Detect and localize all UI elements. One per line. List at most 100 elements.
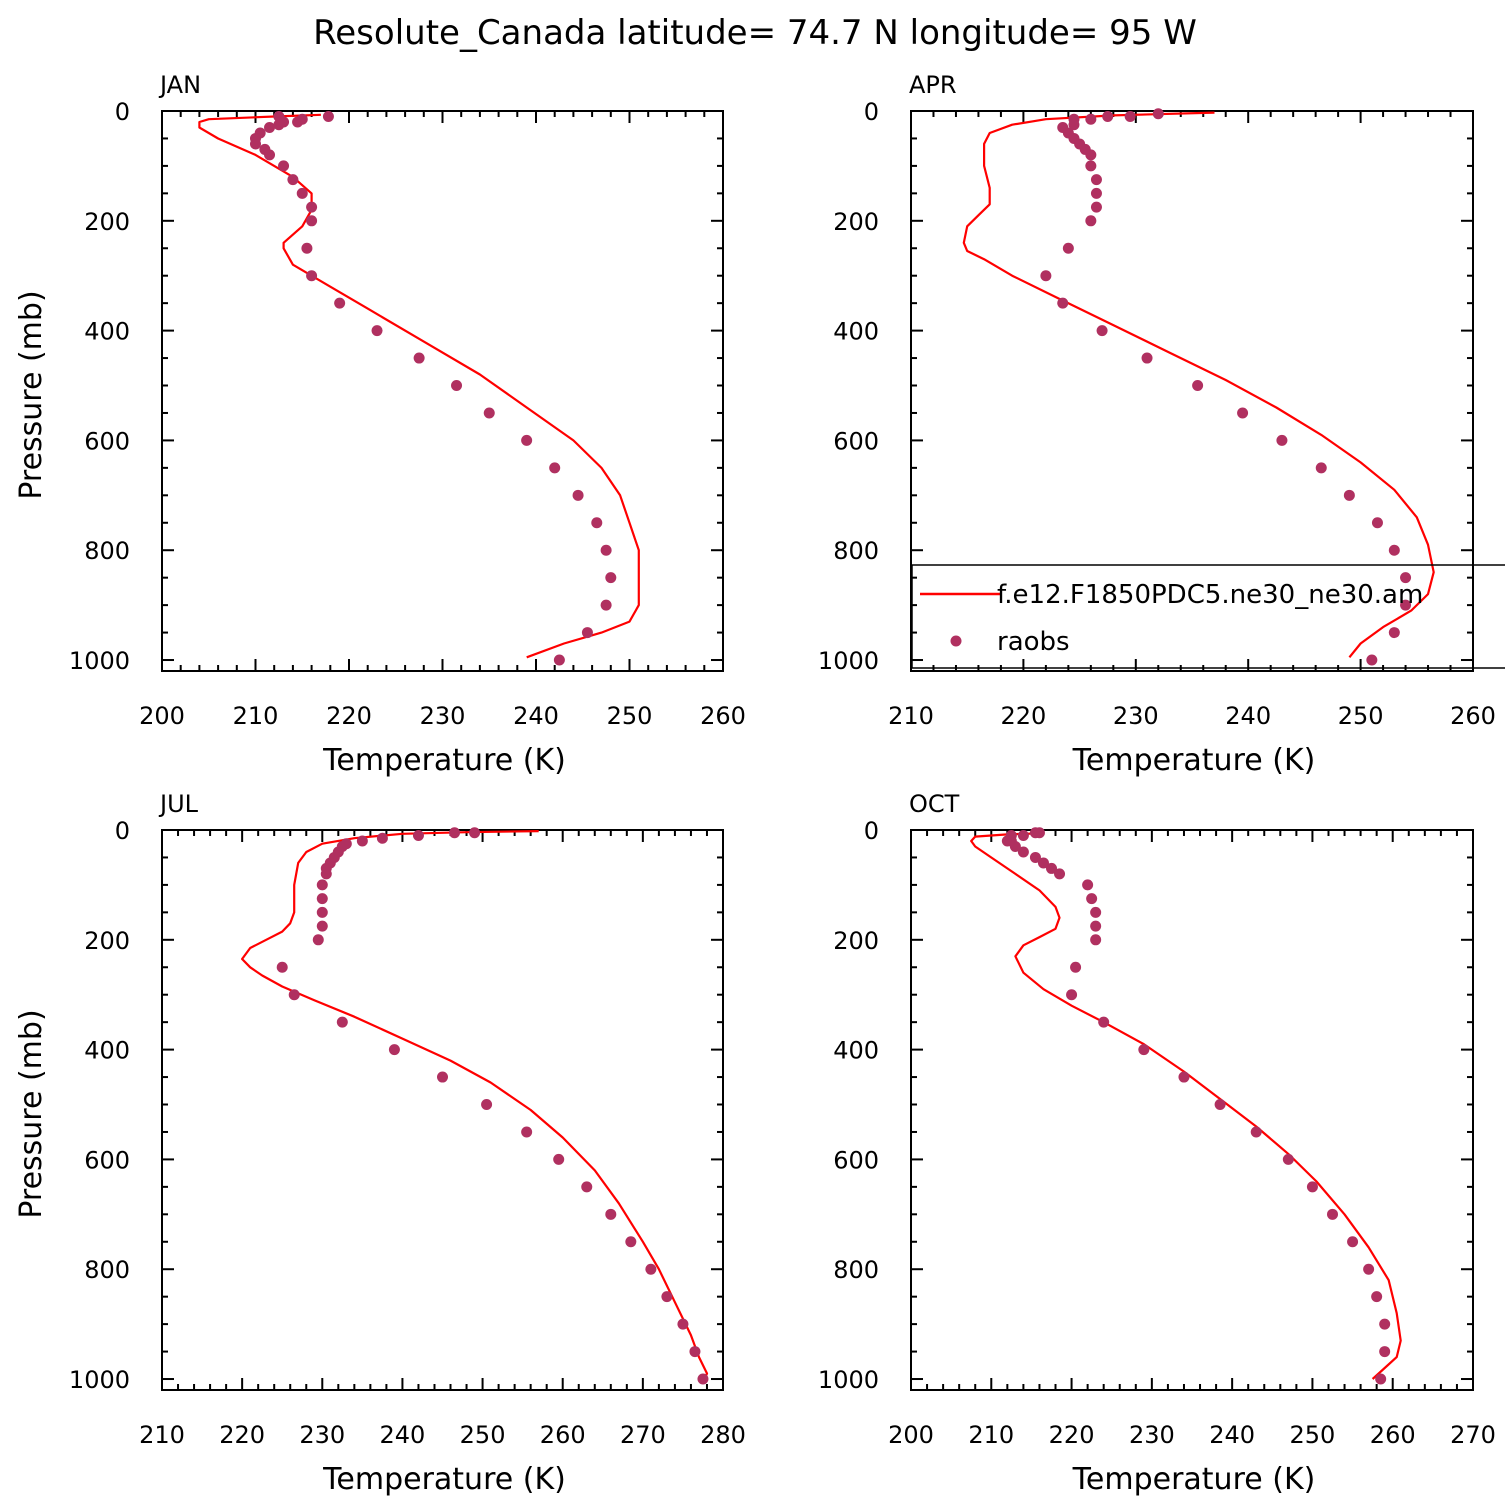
raobs-point [1029, 827, 1041, 839]
x-tick-label: 240 [1225, 702, 1271, 730]
raobs-point [1062, 242, 1074, 254]
raobs-point [1347, 1236, 1359, 1248]
raobs-point [1306, 1181, 1318, 1193]
raobs-point [1090, 187, 1102, 199]
panel-label: JUL [158, 790, 199, 818]
raobs-point [316, 893, 328, 905]
raobs-point [264, 149, 276, 161]
raobs-point [316, 906, 328, 918]
raobs-point [451, 380, 463, 392]
raobs-point [1066, 989, 1078, 1001]
y-tick-label: 200 [833, 927, 879, 955]
raobs-point [437, 1071, 448, 1083]
raobs-point [1090, 934, 1102, 946]
x-tick-label: 230 [1129, 1421, 1175, 1449]
raobs-point [553, 1153, 565, 1165]
raobs-point [264, 121, 276, 133]
y-tick-label: 400 [833, 318, 879, 346]
raobs-point [1057, 297, 1069, 309]
y-tick-label: 0 [864, 817, 879, 845]
panel-jan: 200 210 220 230 240 250 260 0 200 400 600 800 1000 JA… [14, 71, 746, 778]
raobs-point [1086, 893, 1098, 905]
raobs-point [1315, 462, 1327, 474]
raobs-point [1090, 201, 1102, 213]
raobs-point [1102, 110, 1114, 122]
y-tick-label: 0 [864, 98, 879, 126]
raobs-point [1141, 352, 1153, 364]
x-tick-label: 250 [1338, 702, 1384, 730]
model-profile-line [970, 832, 1402, 1380]
panel-label: OCT [909, 790, 960, 818]
x-tick-label: 220 [1000, 702, 1046, 730]
y-tick-label: 200 [833, 208, 879, 236]
raobs-point [1400, 572, 1412, 584]
raobs-point [1214, 1099, 1226, 1111]
figure-title: Resolute_Canada latitude= 74.7 N longitu… [313, 13, 1197, 53]
legend-obs-swatch [950, 635, 962, 647]
raobs-point [605, 572, 617, 584]
y-tick-label: 800 [84, 537, 130, 565]
raobs-point [1237, 407, 1249, 419]
x-tick-label: 260 [1450, 702, 1496, 730]
y-axis-title: Pressure (mb) [14, 1009, 49, 1218]
y-tick-label: 400 [833, 1037, 879, 1065]
panel-label: JAN [158, 71, 201, 99]
raobs-point [1029, 851, 1041, 863]
raobs-point [572, 489, 584, 501]
x-tick-label: 260 [540, 1421, 586, 1449]
raobs-point [1054, 868, 1066, 880]
x-tick-label: 240 [380, 1421, 426, 1449]
raobs-point [356, 835, 368, 847]
raobs-point [273, 110, 285, 122]
raobs-point [1001, 835, 1013, 847]
raobs-point [1276, 434, 1288, 446]
y-tick-label: 200 [84, 208, 130, 236]
x-tick-label: 210 [968, 1421, 1014, 1449]
raobs-point [371, 325, 383, 337]
raobs-point [388, 1044, 400, 1056]
x-tick-label: 250 [460, 1421, 506, 1449]
raobs-point [697, 1373, 709, 1385]
x-tick-label: 220 [326, 702, 372, 730]
raobs-point [1124, 110, 1136, 122]
x-tick-label: 200 [139, 702, 185, 730]
y-tick-label: 800 [833, 1256, 879, 1284]
raobs-point [301, 242, 313, 254]
panel-label: APR [909, 71, 957, 99]
raobs-point [549, 462, 561, 474]
model-profile-line [198, 113, 640, 659]
y-tick-label: 600 [833, 427, 879, 455]
raobs-point [1085, 149, 1097, 161]
x-axis-title: Temperature (K) [1072, 1462, 1316, 1497]
x-tick-label: 250 [607, 702, 653, 730]
y-tick-label: 1000 [69, 647, 130, 675]
raobs-point [1366, 654, 1378, 666]
y-tick-label: 600 [84, 1146, 130, 1174]
raobs-point [1090, 920, 1102, 932]
y-tick-label: 800 [833, 537, 879, 565]
raobs-point [1090, 906, 1102, 918]
y-tick-label: 600 [833, 1146, 879, 1174]
raobs-point [320, 868, 332, 880]
x-tick-label: 240 [513, 702, 559, 730]
panel-apr: 210 220 230 240 250 260 0 200 400 600 800 1000 APR Te… [818, 71, 1496, 778]
raobs-point [605, 1208, 617, 1220]
raobs-point [292, 116, 304, 128]
raobs-point [334, 297, 346, 309]
raobs-point [521, 434, 533, 446]
raobs-point [1282, 1153, 1294, 1165]
x-axis-title: Temperature (K) [322, 1462, 566, 1497]
x-tick-label: 200 [888, 1421, 934, 1449]
raobs-point [316, 879, 328, 891]
raobs-point [1068, 119, 1080, 131]
raobs-point [1250, 1126, 1262, 1138]
raobs-point [1152, 108, 1164, 120]
y-axis-title: Pressure (mb) [14, 290, 49, 499]
legend-obs-label: raobs [997, 627, 1070, 657]
x-tick-label: 260 [700, 702, 746, 730]
raobs-point [278, 160, 290, 172]
raobs-point [1371, 1291, 1383, 1303]
x-axis-title: Temperature (K) [322, 743, 566, 778]
y-tick-label: 200 [84, 927, 130, 955]
